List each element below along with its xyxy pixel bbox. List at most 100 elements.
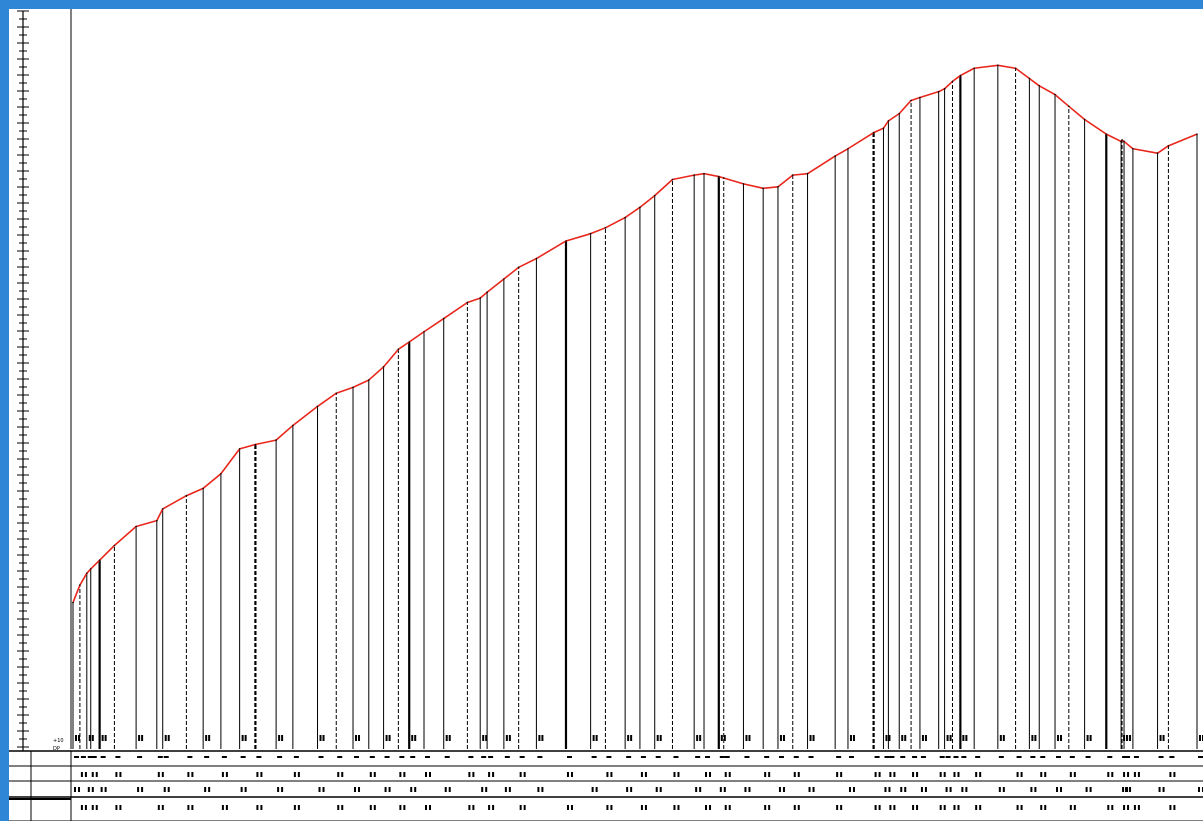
profile-segment xyxy=(382,348,399,368)
profile-point xyxy=(98,559,101,561)
profile-segment xyxy=(952,74,961,83)
station-mark xyxy=(962,735,965,741)
profile-segment xyxy=(423,317,445,333)
table-cell-mark xyxy=(778,787,781,792)
table-cell-mark xyxy=(318,756,324,758)
table-cell-mark xyxy=(297,805,300,810)
table-cell-mark xyxy=(444,756,450,758)
table-cell-mark xyxy=(1133,756,1139,758)
table-cell-mark xyxy=(1169,805,1172,810)
table-cell-mark xyxy=(1020,772,1023,777)
station-mark xyxy=(104,735,107,741)
table-cell-mark xyxy=(369,772,372,777)
table-cell-mark xyxy=(606,805,609,810)
table-cell-mark xyxy=(900,756,906,758)
table-cell-mark xyxy=(878,772,881,777)
table-cell-mark xyxy=(488,805,491,810)
table-cell-mark xyxy=(782,787,785,792)
table-cell-mark xyxy=(912,756,918,758)
profile-point xyxy=(718,175,720,178)
table-cell-mark xyxy=(719,756,725,758)
table-cell-mark xyxy=(889,805,892,810)
station-mark xyxy=(812,735,815,741)
table-cell-mark xyxy=(425,756,431,758)
table-cell-mark xyxy=(724,756,730,758)
station-mark xyxy=(411,735,414,741)
table-cell-mark xyxy=(429,772,432,777)
table-cell-mark xyxy=(724,805,727,810)
table-cell-mark xyxy=(341,772,344,777)
station-mark xyxy=(779,735,782,741)
profile-segment xyxy=(1028,77,1040,87)
station-mark xyxy=(164,735,167,741)
table-cell-mark xyxy=(472,772,475,777)
profile-point xyxy=(1028,77,1031,80)
profile-point xyxy=(703,172,705,175)
profile-segment xyxy=(467,297,481,304)
station-mark xyxy=(595,735,598,741)
table-cell-mark xyxy=(337,756,343,758)
station-mark xyxy=(1057,735,1060,741)
table-cell-mark xyxy=(1137,805,1140,810)
table-cell-mark xyxy=(591,787,594,792)
table-cell-mark xyxy=(705,772,708,777)
station-mark xyxy=(322,735,325,741)
table-cell-mark xyxy=(640,772,643,777)
profile-point xyxy=(834,155,836,157)
table-cell-mark xyxy=(566,772,569,777)
profile-segment xyxy=(777,174,794,188)
table-cell-mark xyxy=(1089,787,1092,792)
chart-sheet: +10 DP xyxy=(9,9,1203,821)
table-cell-mark xyxy=(468,772,471,777)
profile-point xyxy=(937,90,940,93)
table-cell-mark xyxy=(318,787,321,792)
profile-segment xyxy=(694,172,705,176)
profile-segment xyxy=(486,278,505,293)
profile-point xyxy=(910,99,912,102)
table-cell-mark xyxy=(644,772,647,777)
profile-point xyxy=(486,291,488,294)
table-cell-mark xyxy=(341,805,344,810)
table-cell-mark xyxy=(1133,805,1136,810)
table-cell-mark xyxy=(1069,756,1075,758)
profile-segment xyxy=(898,99,912,115)
table-cell-mark xyxy=(1056,756,1062,758)
table-cell-mark xyxy=(595,787,598,792)
table-cell-mark xyxy=(939,805,942,810)
station-mark xyxy=(924,735,927,741)
station-mark xyxy=(388,735,391,741)
table-cell-mark xyxy=(957,772,960,777)
table-cell-mark xyxy=(84,805,87,810)
table-cell-mark xyxy=(256,772,259,777)
table-cell-mark xyxy=(399,805,402,810)
profile-segment xyxy=(997,64,1016,70)
profile-segment xyxy=(703,172,719,178)
table-cell-mark xyxy=(297,772,300,777)
station-mark xyxy=(482,735,485,741)
station-mark xyxy=(965,735,968,741)
profile-segment xyxy=(397,341,410,350)
table-cell-mark xyxy=(1198,756,1203,758)
profile-segment xyxy=(90,559,101,570)
table-cell-mark xyxy=(403,805,406,810)
table-cell-mark xyxy=(388,787,391,792)
table-cell-mark xyxy=(240,787,243,792)
table-cell-mark xyxy=(337,805,340,810)
table-cell-mark xyxy=(187,805,190,810)
table-cell-mark xyxy=(1030,756,1036,758)
profile-segment xyxy=(723,177,744,185)
profile-point xyxy=(951,80,954,83)
profile-segment xyxy=(1132,147,1158,154)
table-cell-mark xyxy=(541,787,544,792)
table-cell-mark xyxy=(943,805,946,810)
table-cell-mark xyxy=(945,756,951,758)
table-cell-mark xyxy=(354,756,360,758)
table-cell-mark xyxy=(537,787,540,792)
station-mark xyxy=(1126,735,1129,741)
table-cell-mark xyxy=(975,805,978,810)
table-cell-mark xyxy=(91,756,97,758)
station-mark xyxy=(445,735,448,741)
profile-point xyxy=(671,178,674,181)
profile-point xyxy=(254,443,257,446)
profile-point xyxy=(156,519,158,522)
